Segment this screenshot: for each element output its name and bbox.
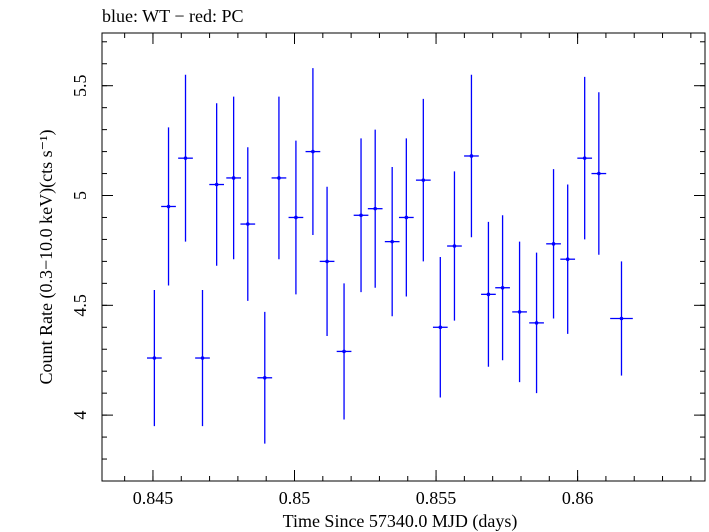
point-marker	[486, 292, 491, 297]
data-point	[271, 96, 287, 260]
data-point	[209, 103, 225, 266]
data-point	[336, 283, 352, 420]
data-point	[560, 184, 576, 334]
axis-ticks	[102, 33, 705, 482]
point-marker	[166, 204, 171, 209]
data-point	[512, 241, 527, 383]
data-point	[257, 311, 273, 444]
y-tick-label: 5	[70, 191, 90, 200]
x-tick-label: 0.855	[416, 488, 457, 508]
point-marker	[619, 316, 624, 321]
data-point	[367, 129, 383, 288]
data-point	[305, 68, 321, 236]
point-marker	[517, 310, 522, 314]
data-point	[464, 74, 479, 238]
point-marker	[373, 206, 377, 211]
data-point	[529, 252, 544, 394]
data-point	[610, 261, 633, 376]
data-points	[147, 68, 633, 444]
data-point	[546, 169, 561, 319]
point-marker	[390, 239, 394, 244]
point-marker	[214, 182, 219, 187]
point-marker	[500, 285, 505, 290]
point-marker	[582, 156, 587, 160]
data-point	[447, 171, 462, 321]
plot-frame	[101, 32, 706, 482]
data-point	[147, 289, 162, 427]
point-marker	[359, 213, 363, 218]
y-tick-label: 4	[70, 411, 90, 420]
point-marker	[200, 356, 205, 360]
data-point	[481, 221, 496, 367]
data-point	[432, 257, 448, 398]
point-marker	[294, 215, 298, 220]
point-marker	[534, 321, 539, 325]
tick-labels: 0.845 0.85 0.855 0.86 4 4.5 5 5.5	[70, 74, 593, 508]
data-point	[415, 98, 431, 262]
data-point	[495, 215, 510, 361]
data-point	[288, 140, 304, 295]
point-marker	[342, 349, 346, 354]
point-marker	[245, 222, 250, 226]
data-point	[161, 127, 176, 286]
point-marker	[231, 176, 236, 180]
data-point	[353, 138, 369, 293]
point-marker	[152, 356, 157, 360]
point-marker	[452, 244, 457, 248]
y-axis-title: Count Rate (0.3−10.0 keV)(cts s⁻¹)	[36, 129, 57, 384]
data-point	[178, 74, 193, 242]
chart-title: blue: WT − red: PC	[102, 6, 243, 26]
data-point	[195, 289, 210, 427]
data-point	[319, 186, 335, 337]
x-axis-title: Time Since 57340.0 MJD (days)	[283, 511, 518, 532]
point-marker	[325, 259, 329, 264]
point-marker	[597, 171, 601, 176]
data-point	[384, 166, 400, 317]
y-tick-label: 4.5	[70, 294, 90, 317]
point-marker	[565, 257, 570, 261]
point-marker	[551, 242, 556, 246]
x-tick-label: 0.845	[133, 488, 174, 508]
data-point	[240, 147, 256, 301]
point-marker	[421, 178, 426, 182]
point-marker	[277, 176, 281, 180]
x-tick-label: 0.86	[562, 488, 594, 508]
data-point	[591, 92, 607, 255]
x-tick-label: 0.85	[279, 488, 311, 508]
data-point	[398, 138, 414, 297]
point-marker	[311, 149, 315, 154]
data-point	[577, 76, 593, 240]
point-marker	[469, 154, 474, 158]
point-marker	[183, 156, 188, 160]
point-marker	[404, 215, 409, 220]
y-tick-label: 5.5	[70, 74, 90, 97]
point-marker	[262, 375, 267, 380]
data-point	[226, 96, 242, 260]
point-marker	[438, 325, 443, 330]
